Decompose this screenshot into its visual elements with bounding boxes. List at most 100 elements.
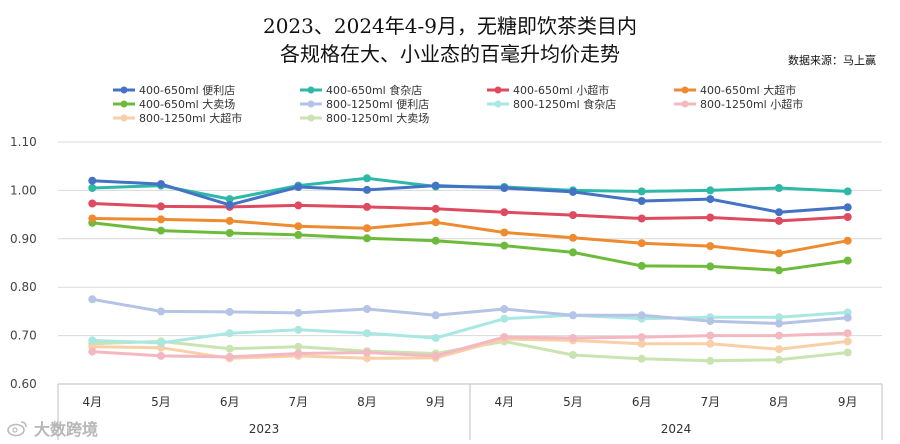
legend-swatch-marker [494,100,502,108]
x-tick-label: 8月 [769,395,789,409]
data-point [775,331,783,340]
data-point [225,216,234,225]
data-point [225,344,234,353]
series-line [92,297,848,325]
data-point [431,351,440,360]
year-group-label: 2023 [249,422,280,436]
data-point [500,184,509,192]
year-group-label: 2024 [661,422,692,436]
data-point [706,339,715,348]
x-tick-label: 4月 [495,395,515,409]
data-point [569,311,577,320]
data-point [157,307,165,316]
data-point [225,200,234,209]
data-point [88,176,97,185]
data-point [363,234,371,243]
data-point [363,329,371,338]
data-point [843,187,852,196]
data-point [294,230,303,239]
data-point [637,354,646,363]
data-point [706,213,715,222]
data-point [775,313,783,322]
data-point [294,349,303,358]
data-point [500,314,509,323]
data-point [157,338,165,347]
data-point [431,204,440,213]
x-tick-label: 8月 [357,395,377,409]
x-tick-label: 5月 [563,395,583,409]
watermark: 大数跨境 [6,418,99,439]
legend-label: 800-1250ml 大卖场 [326,111,429,125]
y-tick-label: 1.10 [10,135,37,149]
legend-label: 400-650ml 小超市 [513,83,609,97]
x-tick-label: 9月 [838,395,858,409]
data-point [637,311,646,320]
data-point [431,181,440,190]
data-point [843,213,852,221]
data-point [363,305,371,313]
data-point [157,215,165,224]
data-point [88,295,97,304]
chart-title-line-1: 2023、2024年4-9月，无糖即饮茶类目内 [262,14,637,38]
series-line [92,331,848,359]
data-point [775,216,783,225]
data-point [157,351,165,360]
data-point [225,229,234,237]
data-point [843,256,852,265]
weibo-logo-icon [7,421,27,437]
y-tick-label: 0.90 [10,232,37,246]
series-line [92,217,848,255]
data-point [706,242,715,251]
data-point [363,185,371,194]
data-point [225,195,234,204]
legend-label: 800-1250ml 便利店 [326,97,429,111]
legend-swatch-marker [120,114,128,122]
series-line [92,176,848,201]
data-point [637,197,646,205]
y-tick-label: 0.70 [10,329,37,343]
data-point [637,187,646,196]
data-point [431,236,440,245]
legend-label: 400-650ml 大超市 [700,83,796,97]
data-point [775,184,783,192]
x-tick-label: 6月 [220,395,240,409]
data-point [706,331,715,340]
data-point [500,241,509,250]
legend-label: 800-1250ml 大超市 [139,111,242,125]
data-point [843,329,852,338]
y-tick-label: 0.60 [10,377,37,391]
data-point [157,180,165,189]
data-point [706,262,715,271]
data-point [294,201,303,210]
x-tick-label: 9月 [426,395,446,409]
data-point [500,228,509,237]
data-point [569,334,577,342]
data-point [157,226,165,235]
data-point [88,199,97,208]
data-point [775,208,783,217]
data-point [294,222,303,231]
watermark-text: 大数跨境 [34,420,99,439]
series-line [92,202,848,223]
data-point [363,224,371,233]
data-point [569,351,577,359]
chart-title-line-2: 各规格在大、小业态的百毫升均价走势 [280,42,620,66]
data-point [775,266,783,275]
legend-swatch-marker [307,100,315,108]
data-point [225,352,234,361]
data-point [637,239,646,248]
data-point [294,308,303,317]
data-point [500,305,509,313]
legend-label: 800-1250ml 食杂店 [513,97,616,111]
legend-swatch-marker [681,100,689,108]
data-point [363,202,371,211]
legend-label: 400-650ml 大卖场 [139,97,235,111]
x-tick-label: 7月 [701,395,721,409]
data-point [569,233,577,242]
legend-swatch-marker [120,100,128,108]
legend-swatch-marker [494,86,502,94]
data-point [225,307,234,316]
series-line [92,310,848,345]
data-point [431,334,440,342]
legend-label: 400-650ml 便利店 [139,83,235,97]
